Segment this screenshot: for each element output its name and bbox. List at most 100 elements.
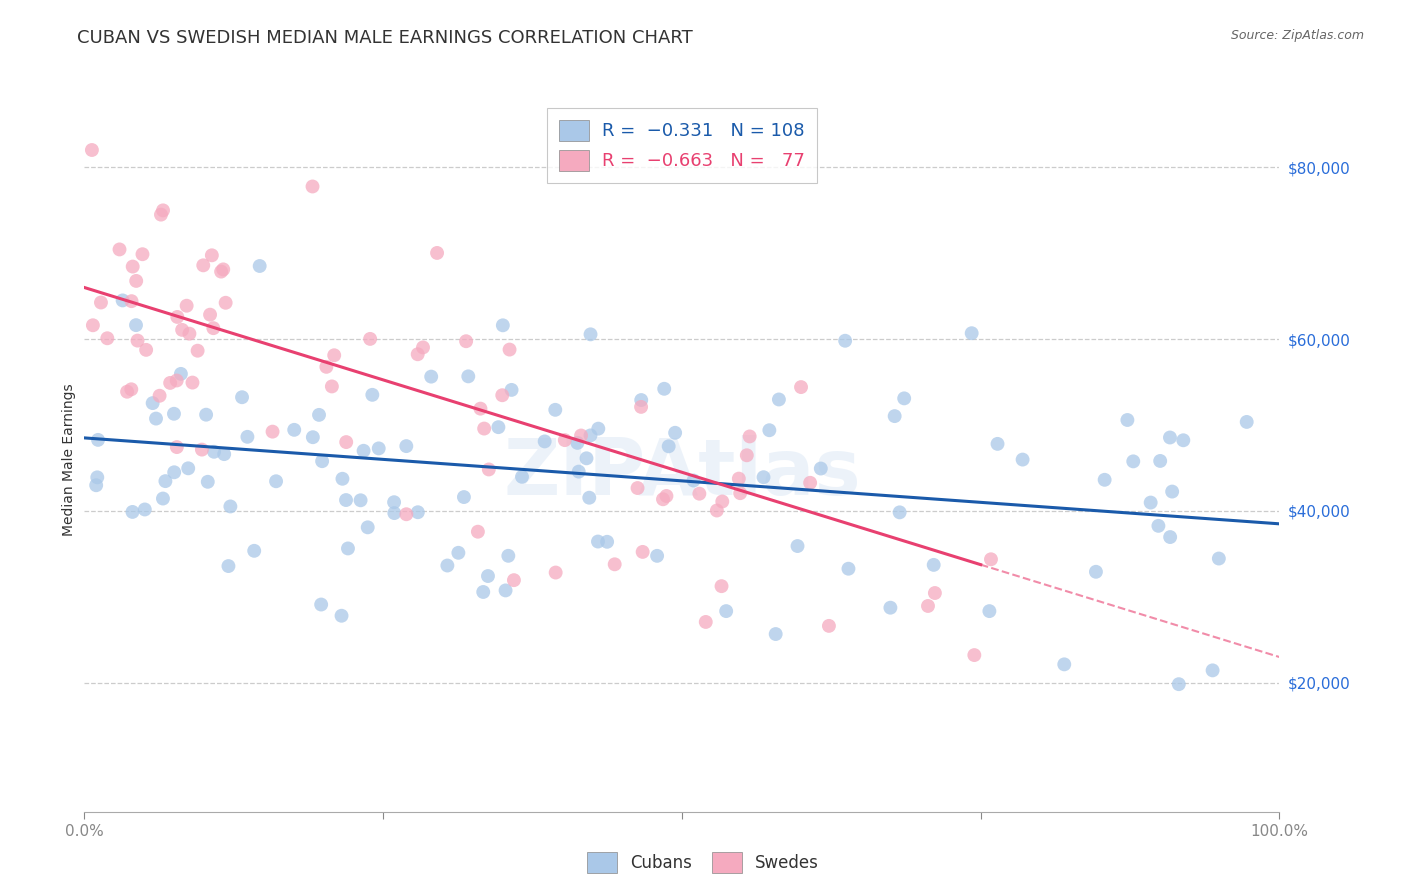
Point [90, 295, 112, 310]
Point [889, 505, 911, 519]
Point [1208, 551, 1230, 566]
Point [544, 402, 567, 417]
Point [353, 443, 375, 458]
Point [711, 494, 734, 508]
Point [883, 409, 905, 423]
Point [706, 503, 728, 517]
Point [586, 534, 609, 549]
Point [790, 380, 813, 394]
Point [924, 586, 946, 600]
Point [198, 308, 221, 322]
Point [579, 327, 602, 342]
Point [457, 369, 479, 384]
Point [1173, 434, 1195, 448]
Point [191, 442, 214, 457]
Point [765, 627, 787, 641]
Point [486, 420, 509, 434]
Point [179, 326, 201, 341]
Point [163, 465, 186, 479]
Point [655, 489, 678, 503]
Point [357, 520, 380, 534]
Point [603, 558, 626, 572]
Point [212, 262, 235, 277]
Point [786, 539, 808, 553]
Point [80, 143, 103, 157]
Point [501, 383, 523, 397]
Point [554, 433, 576, 447]
Point [212, 447, 235, 461]
Point [202, 444, 225, 458]
Point [728, 486, 751, 500]
Point [382, 506, 405, 520]
Point [412, 340, 434, 354]
Point [578, 491, 600, 505]
Point [810, 461, 832, 475]
Point [1011, 452, 1033, 467]
Point [149, 208, 172, 222]
Text: Source: ZipAtlas.com: Source: ZipAtlas.com [1230, 29, 1364, 42]
Point [166, 440, 188, 454]
Point [569, 428, 592, 442]
Point [1149, 454, 1171, 468]
Point [470, 401, 492, 416]
Text: CUBAN VS SWEDISH MEDIAN MALE EARNINGS CORRELATION CHART: CUBAN VS SWEDISH MEDIAN MALE EARNINGS CO… [77, 29, 693, 46]
Point [145, 411, 167, 425]
Point [1084, 565, 1107, 579]
Point [568, 465, 591, 479]
Point [834, 334, 856, 348]
Point [202, 321, 225, 335]
Point [893, 392, 915, 406]
Point [626, 481, 648, 495]
Point [152, 491, 174, 506]
Point [125, 318, 148, 332]
Point [1139, 495, 1161, 509]
Point [768, 392, 790, 407]
Point [1053, 657, 1076, 672]
Point [695, 615, 717, 629]
Point [630, 400, 652, 414]
Point [1147, 519, 1170, 533]
Point [652, 382, 675, 396]
Point [87, 433, 110, 447]
Point [735, 448, 758, 462]
Point [395, 439, 418, 453]
Point [111, 293, 134, 308]
Point [596, 534, 619, 549]
Point [163, 407, 186, 421]
Point [1167, 677, 1189, 691]
Point [426, 246, 449, 260]
Point [311, 454, 333, 468]
Point [308, 408, 330, 422]
Point [301, 179, 323, 194]
Point [335, 493, 357, 508]
Point [1161, 484, 1184, 499]
Point [155, 474, 177, 488]
Point [236, 430, 259, 444]
Point [837, 562, 859, 576]
Point [1116, 413, 1139, 427]
Point [1201, 664, 1223, 678]
Point [243, 544, 266, 558]
Point [166, 374, 188, 388]
Point [309, 598, 332, 612]
Point [125, 274, 148, 288]
Point [495, 583, 517, 598]
Point [330, 608, 353, 623]
Point [567, 435, 589, 450]
Point [166, 310, 188, 324]
Point [323, 348, 346, 362]
Point [710, 579, 733, 593]
Point [142, 396, 165, 410]
Point [498, 549, 520, 563]
Point [758, 423, 780, 437]
Point [361, 388, 384, 402]
Point [302, 430, 325, 444]
Point [134, 502, 156, 516]
Point [181, 376, 204, 390]
Legend: Cubans, Swedes: Cubans, Swedes [581, 846, 825, 880]
Point [217, 559, 239, 574]
Point [336, 541, 359, 556]
Point [86, 470, 108, 484]
Point [187, 343, 209, 358]
Point [131, 247, 153, 261]
